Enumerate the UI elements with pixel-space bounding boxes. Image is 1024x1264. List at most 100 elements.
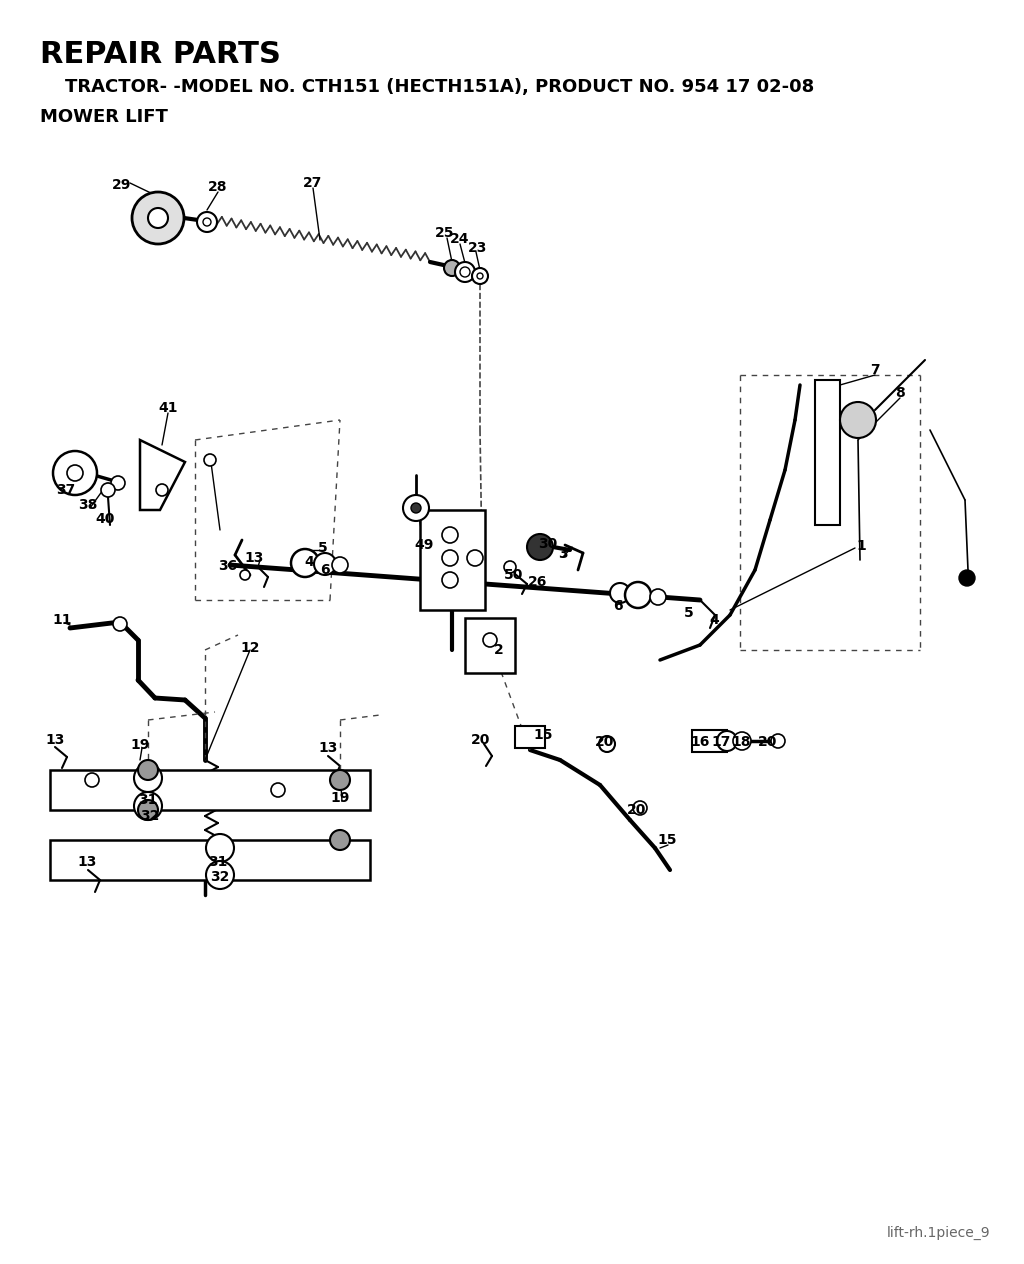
Circle shape [113, 617, 127, 631]
Text: 27: 27 [303, 176, 323, 190]
Text: 15: 15 [534, 728, 553, 742]
Text: 2: 2 [495, 643, 504, 657]
Circle shape [483, 633, 497, 647]
Text: 23: 23 [468, 241, 487, 255]
Text: 5: 5 [318, 541, 328, 555]
Circle shape [197, 212, 217, 233]
Circle shape [403, 495, 429, 521]
Circle shape [148, 209, 168, 228]
Text: 28: 28 [208, 179, 227, 193]
Circle shape [101, 483, 115, 497]
Circle shape [330, 770, 350, 790]
Text: 1: 1 [856, 538, 866, 554]
Bar [692, 731, 727, 752]
Bar [50, 770, 370, 810]
Text: 7: 7 [870, 363, 880, 377]
Circle shape [455, 262, 475, 282]
Text: 6: 6 [321, 562, 330, 576]
Text: 25: 25 [435, 226, 455, 240]
Circle shape [111, 477, 125, 490]
Circle shape [240, 570, 250, 580]
Text: lift-rh.1piece_9: lift-rh.1piece_9 [887, 1226, 990, 1240]
Text: 11: 11 [52, 613, 72, 627]
Text: 30: 30 [539, 537, 558, 551]
Text: 13: 13 [78, 854, 96, 870]
Text: 5: 5 [684, 605, 694, 621]
Text: 50: 50 [504, 568, 523, 581]
Text: 38: 38 [78, 498, 97, 512]
Circle shape [204, 454, 216, 466]
Circle shape [134, 763, 162, 793]
Bar [50, 841, 370, 880]
Circle shape [460, 267, 470, 277]
Circle shape [203, 217, 211, 226]
Circle shape [959, 570, 975, 586]
Bar [465, 618, 515, 672]
Text: 20: 20 [595, 734, 614, 750]
Text: 13: 13 [245, 551, 264, 565]
Circle shape [610, 583, 630, 603]
Bar [815, 380, 840, 525]
Circle shape [717, 731, 737, 751]
Text: TRACTOR- -MODEL NO. CTH151 (HECTH151A), PRODUCT NO. 954 17 02-08: TRACTOR- -MODEL NO. CTH151 (HECTH151A), … [40, 78, 814, 96]
Circle shape [840, 402, 876, 439]
Circle shape [442, 527, 458, 544]
Text: 19: 19 [130, 738, 150, 752]
Text: MOWER LIFT: MOWER LIFT [40, 107, 168, 126]
Circle shape [650, 589, 666, 605]
Text: 41: 41 [159, 401, 178, 415]
Text: 40: 40 [95, 512, 115, 526]
Circle shape [291, 549, 319, 576]
Text: 20: 20 [759, 734, 777, 750]
Circle shape [442, 573, 458, 588]
Text: 16: 16 [690, 734, 710, 750]
Circle shape [527, 533, 553, 560]
Text: 8: 8 [895, 386, 905, 399]
Circle shape [444, 260, 460, 276]
Circle shape [53, 451, 97, 495]
Text: 15: 15 [657, 833, 677, 847]
Circle shape [314, 554, 336, 575]
Circle shape [504, 561, 516, 573]
Text: 13: 13 [318, 741, 338, 755]
Text: REPAIR PARTS: REPAIR PARTS [40, 40, 281, 70]
Text: 26: 26 [528, 575, 548, 589]
Text: 4: 4 [710, 613, 719, 627]
Text: 6: 6 [613, 599, 623, 613]
Circle shape [733, 732, 751, 750]
Circle shape [138, 760, 158, 780]
Text: 19: 19 [331, 791, 349, 805]
Text: 32: 32 [210, 870, 229, 884]
Text: 4: 4 [304, 555, 314, 569]
Circle shape [633, 801, 647, 815]
Text: 17: 17 [712, 734, 731, 750]
Circle shape [411, 503, 421, 513]
Text: 31: 31 [208, 854, 227, 870]
Text: 13: 13 [45, 733, 65, 747]
Bar [420, 509, 485, 611]
Circle shape [132, 192, 184, 244]
Circle shape [138, 800, 158, 820]
Text: 31: 31 [138, 793, 158, 806]
Circle shape [472, 268, 488, 284]
Circle shape [332, 557, 348, 573]
Text: 12: 12 [241, 641, 260, 655]
Text: 3: 3 [558, 547, 568, 561]
Circle shape [271, 782, 285, 798]
Circle shape [67, 465, 83, 482]
Circle shape [134, 793, 162, 820]
Circle shape [85, 774, 99, 787]
Circle shape [156, 484, 168, 495]
Text: 24: 24 [451, 233, 470, 246]
Text: 20: 20 [628, 803, 647, 817]
Polygon shape [140, 440, 185, 509]
Circle shape [477, 273, 483, 279]
Circle shape [467, 550, 483, 566]
Circle shape [330, 830, 350, 849]
Text: 18: 18 [731, 734, 751, 750]
Text: 20: 20 [471, 733, 490, 747]
Circle shape [206, 834, 234, 862]
Text: 36: 36 [218, 559, 238, 573]
Circle shape [442, 550, 458, 566]
Text: 49: 49 [415, 538, 434, 552]
